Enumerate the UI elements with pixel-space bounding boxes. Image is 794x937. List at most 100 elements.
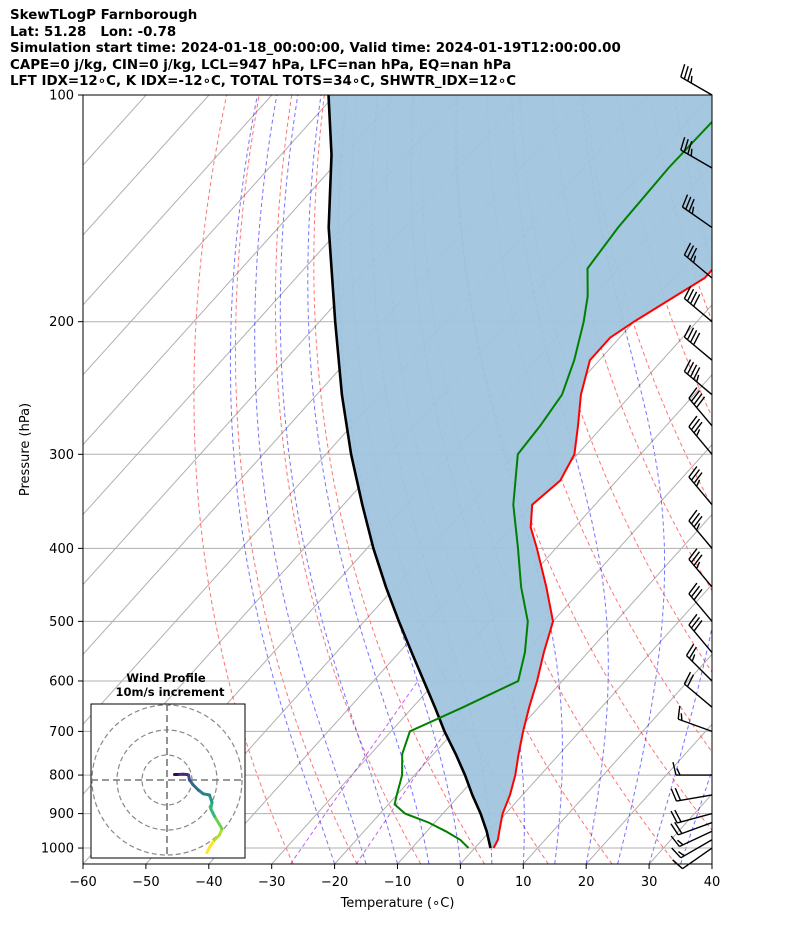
- wind-barb-flag: [693, 393, 703, 405]
- wind-barb-flag: [690, 148, 693, 157]
- dry-adiabat-line: [193, 95, 294, 864]
- chart-title: SkewTLogP Farnborough: [10, 8, 198, 23]
- isotherm-line: [522, 653, 712, 864]
- wind-barb-flag: [683, 65, 689, 80]
- wind-barb-flag: [690, 551, 701, 563]
- hodograph-segment: [208, 838, 216, 849]
- wind-barb-flag: [688, 466, 698, 478]
- wind-barb: [688, 415, 713, 455]
- x-tick-label: −30: [258, 875, 285, 890]
- wind-barb-flag: [690, 390, 701, 402]
- dry-adiabat-line: [617, 95, 712, 418]
- y-axis-label: Pressure (hPa): [18, 403, 33, 496]
- wind-barb-flag: [686, 327, 695, 340]
- wind-barb-flag: [683, 286, 692, 299]
- wind-barb-staff: [686, 655, 713, 682]
- wind-barbs: [670, 63, 713, 870]
- wind-barb-staff: [680, 149, 713, 169]
- wind-barb-flag: [692, 332, 701, 346]
- wind-barb: [670, 787, 713, 802]
- moist-adiabat-line: [229, 95, 336, 864]
- isotherm-line: [83, 95, 336, 376]
- y-tick-label: 400: [49, 542, 74, 557]
- wind-barb: [671, 839, 713, 859]
- wind-barb-flag: [690, 616, 701, 629]
- wind-barb-staff: [680, 839, 713, 859]
- wind-barb: [670, 830, 713, 848]
- wind-barb-staff: [683, 254, 713, 279]
- wind-barb-flag: [695, 479, 701, 487]
- wind-barb-flag: [685, 196, 692, 210]
- wind-barb-flag: [685, 643, 695, 656]
- hodograph-plot: [91, 704, 245, 858]
- wind-barb: [680, 136, 713, 169]
- wind-barb-flag: [687, 140, 693, 155]
- wind-barb: [688, 613, 713, 653]
- wind-barb-staff: [677, 821, 713, 836]
- wind-barb-flag: [690, 469, 701, 481]
- wind-barb-flag: [693, 619, 703, 632]
- mixing-ratio-lines: [290, 680, 481, 864]
- wind-barb-staff: [682, 206, 713, 229]
- wind-barb-flag: [674, 809, 682, 823]
- wind-barb-flag: [670, 823, 679, 836]
- x-axis-label: Temperature (∘C): [340, 896, 455, 911]
- wind-barb-flag: [696, 396, 706, 408]
- moist-adiabat-line: [254, 95, 367, 864]
- isotherm-line: [775, 95, 794, 864]
- wind-barb: [683, 242, 713, 279]
- wind-barb-flag: [689, 329, 698, 343]
- wind-barb: [688, 582, 713, 622]
- wind-barb: [688, 548, 713, 588]
- wind-barb-flag: [693, 588, 703, 601]
- wind-barb-staff: [683, 336, 713, 361]
- dewpoint-line: [393, 120, 712, 849]
- x-tick-label: 40: [704, 875, 721, 890]
- wind-barb: [688, 466, 713, 506]
- wind-barb-flag: [688, 387, 698, 399]
- wind-barb-flag: [693, 472, 703, 484]
- wind-barb: [680, 63, 713, 96]
- wind-barb-flag: [680, 136, 686, 151]
- wind-barb-flag: [672, 761, 677, 776]
- wind-barb-flag: [677, 851, 685, 857]
- dry-adiabat-line: [274, 95, 422, 864]
- hodograph-subtitle: 10m/s increment: [116, 685, 225, 699]
- wind-barb-flag: [676, 768, 681, 776]
- wind-barb-flag: [688, 582, 698, 595]
- wind-barb: [670, 821, 713, 836]
- wind-barb-flag: [683, 671, 692, 685]
- wind-barb-flag: [695, 429, 701, 437]
- x-tick-label: −40: [195, 875, 222, 890]
- x-tick-label: −60: [69, 875, 96, 890]
- x-tick-label: 10: [515, 875, 532, 890]
- x-tick-label: 20: [578, 875, 595, 890]
- wind-barb: [685, 643, 713, 682]
- temperature-line: [492, 268, 712, 849]
- wind-barb-flag: [674, 787, 682, 801]
- wind-barb-flag: [677, 705, 681, 720]
- wind-barb-flag: [695, 561, 701, 569]
- y-tick-label: 300: [49, 448, 74, 463]
- y-tick-label: 600: [49, 674, 74, 689]
- isotherm-line: [585, 723, 712, 864]
- wind-barb-flag: [677, 839, 684, 846]
- wind-barb: [683, 324, 713, 361]
- wind-barb: [681, 194, 713, 229]
- moist-adiabat-line: [279, 95, 398, 864]
- time-line: Simulation start time: 2024-01-18_00:00:…: [10, 41, 621, 56]
- wind-barb-flag: [670, 835, 680, 847]
- wind-barb-staff: [688, 476, 713, 506]
- y-tick-label: 800: [49, 769, 74, 784]
- plot-area: [83, 95, 794, 864]
- hodograph-frame: [90, 703, 246, 859]
- wind-barb-staff: [682, 847, 713, 870]
- x-tick-label: 30: [641, 875, 658, 890]
- wind-barb-flag: [672, 859, 683, 870]
- y-tick-label: 500: [49, 615, 74, 630]
- dry-adiabat-line: [584, 95, 712, 507]
- wind-barb-flag: [671, 847, 682, 859]
- dry-adiabat-line: [454, 95, 712, 832]
- dry-adiabat-line: [420, 95, 677, 864]
